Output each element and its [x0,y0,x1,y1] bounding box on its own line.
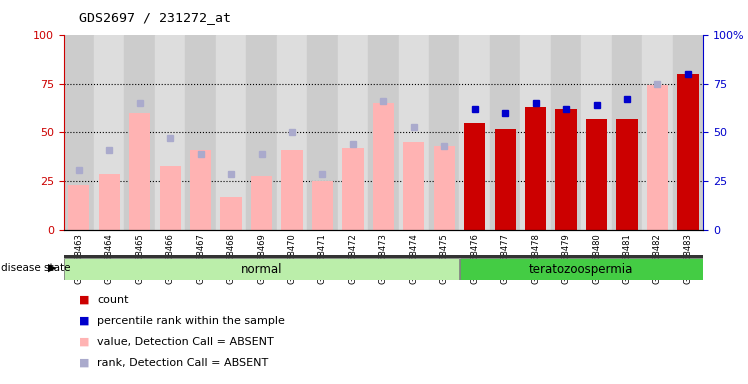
Bar [221,197,242,230]
Bar [124,35,155,230]
Bar [281,150,303,230]
Bar [434,146,455,230]
Text: ■: ■ [79,316,89,326]
Bar [556,109,577,230]
Bar [551,35,581,230]
Text: ▶: ▶ [48,263,56,273]
Bar [64,35,94,230]
Text: percentile rank within the sample: percentile rank within the sample [97,316,285,326]
Bar [307,35,337,230]
Text: value, Detection Call = ABSENT: value, Detection Call = ABSENT [97,337,274,347]
Text: ■: ■ [79,295,89,305]
Bar [159,166,181,230]
Bar [643,35,672,230]
Bar [399,35,429,230]
Text: rank, Detection Call = ABSENT: rank, Detection Call = ABSENT [97,358,269,368]
Bar [521,35,551,230]
Bar [64,258,459,280]
Bar [343,148,364,230]
Bar [677,74,699,230]
Bar [246,35,277,230]
Bar [312,182,333,230]
Bar [216,35,246,230]
Bar [464,123,485,230]
Bar [99,174,120,230]
Bar [373,103,394,230]
Bar [337,35,368,230]
Bar [647,86,668,230]
Bar [129,113,150,230]
Bar [68,185,90,230]
Bar [251,175,272,230]
Bar [490,35,521,230]
Bar [368,35,399,230]
Bar [277,35,307,230]
Text: count: count [97,295,129,305]
Bar [581,35,612,230]
Text: teratozoospermia: teratozoospermia [529,263,634,276]
Text: disease state: disease state [1,263,70,273]
Bar [429,35,459,230]
Bar [494,129,516,230]
Bar [94,35,124,230]
Bar [186,35,216,230]
Text: GDS2697 / 231272_at: GDS2697 / 231272_at [79,12,230,25]
Bar [525,107,546,230]
Text: ■: ■ [79,358,89,368]
Text: normal: normal [241,263,282,276]
Bar [616,119,637,230]
Bar [190,150,211,230]
Bar [672,35,703,230]
Bar [459,35,490,230]
Bar [403,142,424,230]
Text: ■: ■ [79,337,89,347]
Bar [612,35,643,230]
Bar [586,119,607,230]
Bar [64,255,703,258]
Bar [155,35,186,230]
Bar [460,258,702,280]
